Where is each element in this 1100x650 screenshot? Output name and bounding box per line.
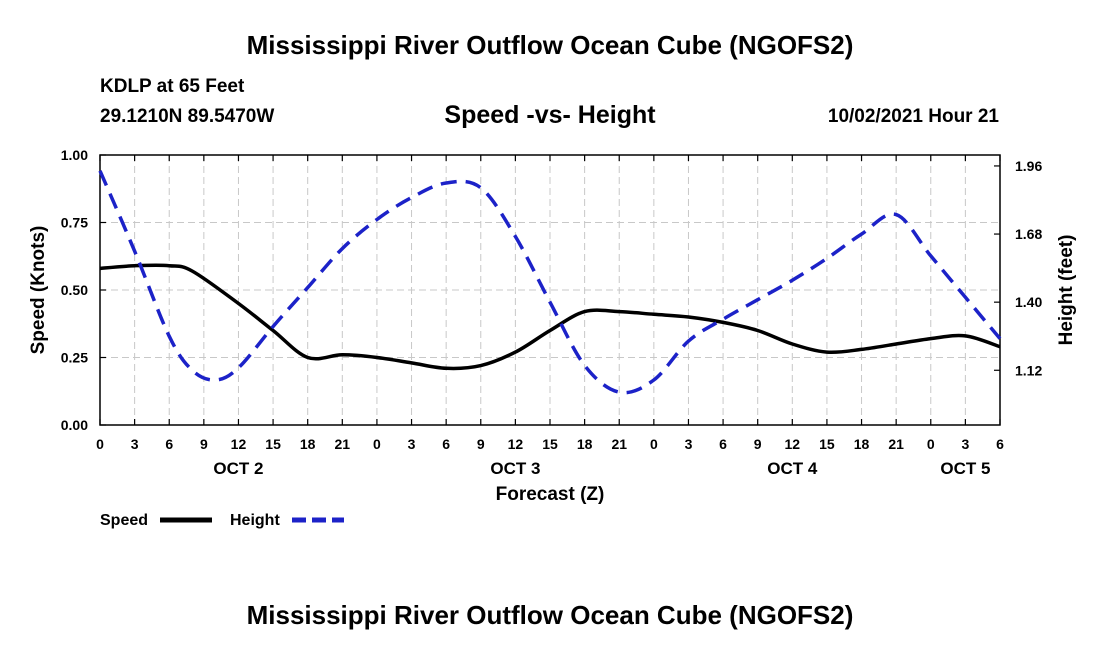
x-tick-label: 15 (542, 436, 558, 452)
x-axis-title: Forecast (Z) (496, 484, 605, 505)
x-tick-label: 21 (611, 436, 627, 452)
date-label: 10/02/2021 Hour 21 (827, 106, 999, 127)
x-tick-label: 0 (927, 436, 935, 452)
day-label: OCT 2 (213, 459, 263, 478)
station-label: KDLP at 65 Feet (100, 76, 245, 97)
x-tick-label: 6 (442, 436, 450, 452)
y-tick-label: 0.75 (61, 215, 88, 231)
x-tick-label: 12 (785, 436, 801, 452)
day-label: OCT 3 (490, 459, 540, 478)
x-tick-label: 6 (996, 436, 1004, 452)
x-tick-label: 18 (577, 436, 593, 452)
x-tick-label: 9 (200, 436, 208, 452)
x-tick-label: 15 (265, 436, 281, 452)
x-tick-label: 15 (819, 436, 835, 452)
x-tick-label: 0 (650, 436, 658, 452)
x-tick-label: 0 (96, 436, 104, 452)
x-tick-label: 18 (300, 436, 316, 452)
x-tick-label: 18 (854, 436, 870, 452)
chart-subtitle: Speed -vs- Height (444, 101, 656, 129)
x-tick-label: 3 (408, 436, 416, 452)
y2-tick-label: 1.96 (1015, 158, 1042, 174)
x-tick-label: 6 (165, 436, 173, 452)
footer-title: Mississippi River Outflow Ocean Cube (NG… (246, 600, 854, 630)
x-tick-label: 3 (131, 436, 139, 452)
x-tick-label: 21 (335, 436, 351, 452)
x-tick-label: 12 (231, 436, 247, 452)
legend-label-speed: Speed (100, 512, 148, 529)
y2-axis-title: Height (feet) (1056, 235, 1077, 346)
x-tick-label: 3 (961, 436, 969, 452)
series-line-speed (99, 263, 1001, 371)
x-tick-label: 9 (754, 436, 762, 452)
y2-tick-label: 1.68 (1015, 226, 1042, 242)
day-label: OCT 5 (940, 459, 990, 478)
y2-tick-label: 1.12 (1015, 362, 1042, 378)
legend-label-height: Height (230, 512, 280, 529)
x-tick-label: 9 (477, 436, 485, 452)
day-label: OCT 4 (767, 459, 818, 478)
series-line-height (98, 170, 1002, 395)
x-tick-label: 6 (719, 436, 727, 452)
y-tick-label: 0.50 (61, 282, 88, 298)
y2-tick-label: 1.40 (1015, 294, 1042, 310)
y-axis-title: Speed (Knots) (28, 226, 49, 355)
y-tick-label: 0.25 (61, 350, 88, 366)
x-tick-label: 0 (373, 436, 381, 452)
x-tick-label: 12 (508, 436, 524, 452)
chart-title: Mississippi River Outflow Ocean Cube (NG… (246, 30, 854, 60)
x-tick-label: 21 (888, 436, 904, 452)
x-tick-label: 3 (685, 436, 693, 452)
y-tick-label: 1.00 (61, 147, 88, 163)
y-tick-label: 0.00 (61, 417, 88, 433)
location-label: 29.1210N 89.5470W (100, 106, 275, 127)
